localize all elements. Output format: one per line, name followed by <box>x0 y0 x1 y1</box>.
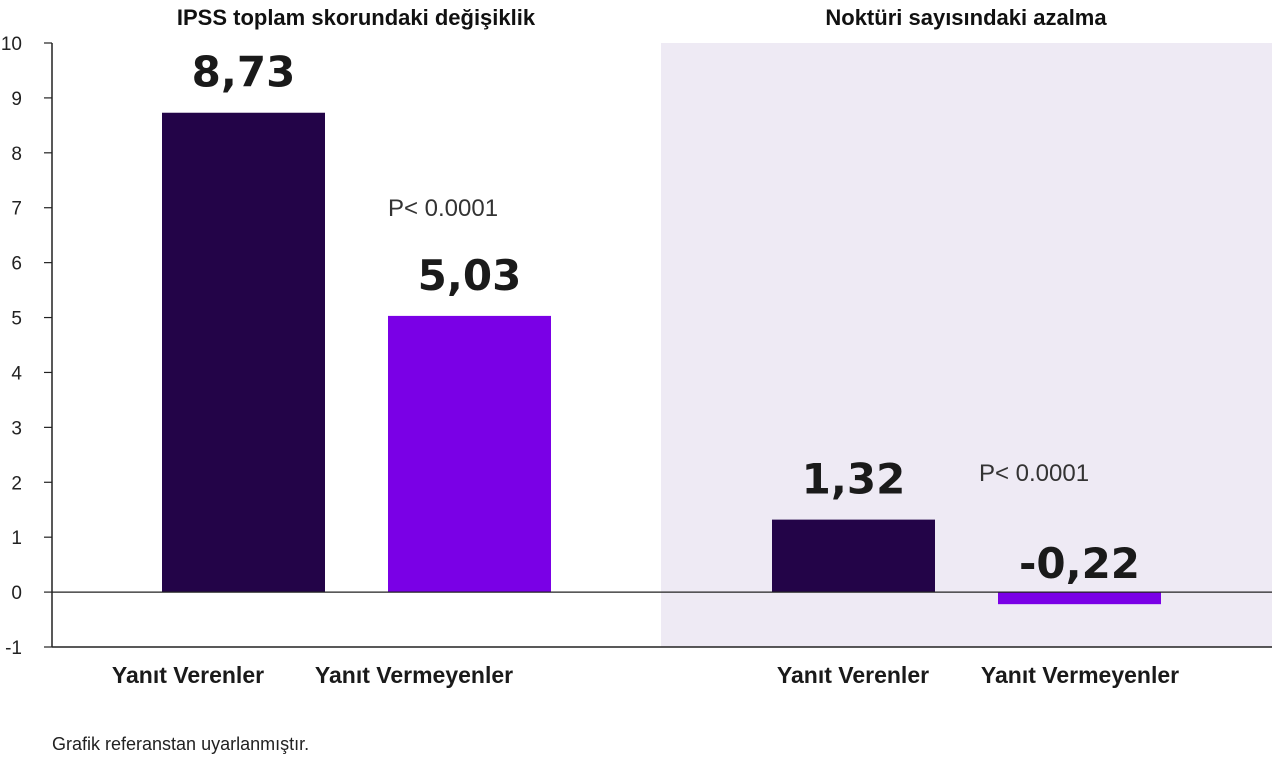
bar <box>998 592 1161 605</box>
y-tick-label: 1 <box>11 528 22 549</box>
bar <box>162 112 325 593</box>
y-tick-label: 5 <box>11 309 22 330</box>
bar-value-label: -0,22 <box>1019 539 1140 588</box>
y-tick-label: -1 <box>5 638 22 659</box>
category-label: Yanıt Vermeyenler <box>981 662 1179 688</box>
panel-title: Noktüri sayısındaki azalma <box>825 5 1107 30</box>
panel-title: IPSS toplam skorundaki değişiklik <box>177 5 536 30</box>
y-tick-label: 6 <box>11 254 22 275</box>
y-tick-label: 3 <box>11 418 22 439</box>
category-label: Yanıt Verenler <box>112 662 264 688</box>
y-tick-label: 9 <box>11 89 22 110</box>
y-tick-label: 2 <box>11 473 22 494</box>
category-label: Yanıt Vermeyenler <box>315 662 513 688</box>
bar-value-label: 5,03 <box>418 251 522 300</box>
category-label: Yanıt Verenler <box>777 662 929 688</box>
panel-background <box>661 43 1272 647</box>
bar-value-label: 1,32 <box>802 455 906 504</box>
bar-value-label: 8,73 <box>192 48 296 97</box>
y-tick-label: 0 <box>11 583 22 604</box>
bar <box>388 315 551 593</box>
footnote: Grafik referanstan uyarlanmıştır. <box>52 734 310 754</box>
y-tick-label: 7 <box>11 199 22 220</box>
p-value-label: P< 0.0001 <box>388 195 498 222</box>
y-tick-label: 4 <box>11 363 22 384</box>
y-tick-label: 8 <box>11 144 22 165</box>
p-value-label: P< 0.0001 <box>979 460 1089 487</box>
y-tick-label: 10 <box>1 34 22 55</box>
bar <box>772 519 935 593</box>
